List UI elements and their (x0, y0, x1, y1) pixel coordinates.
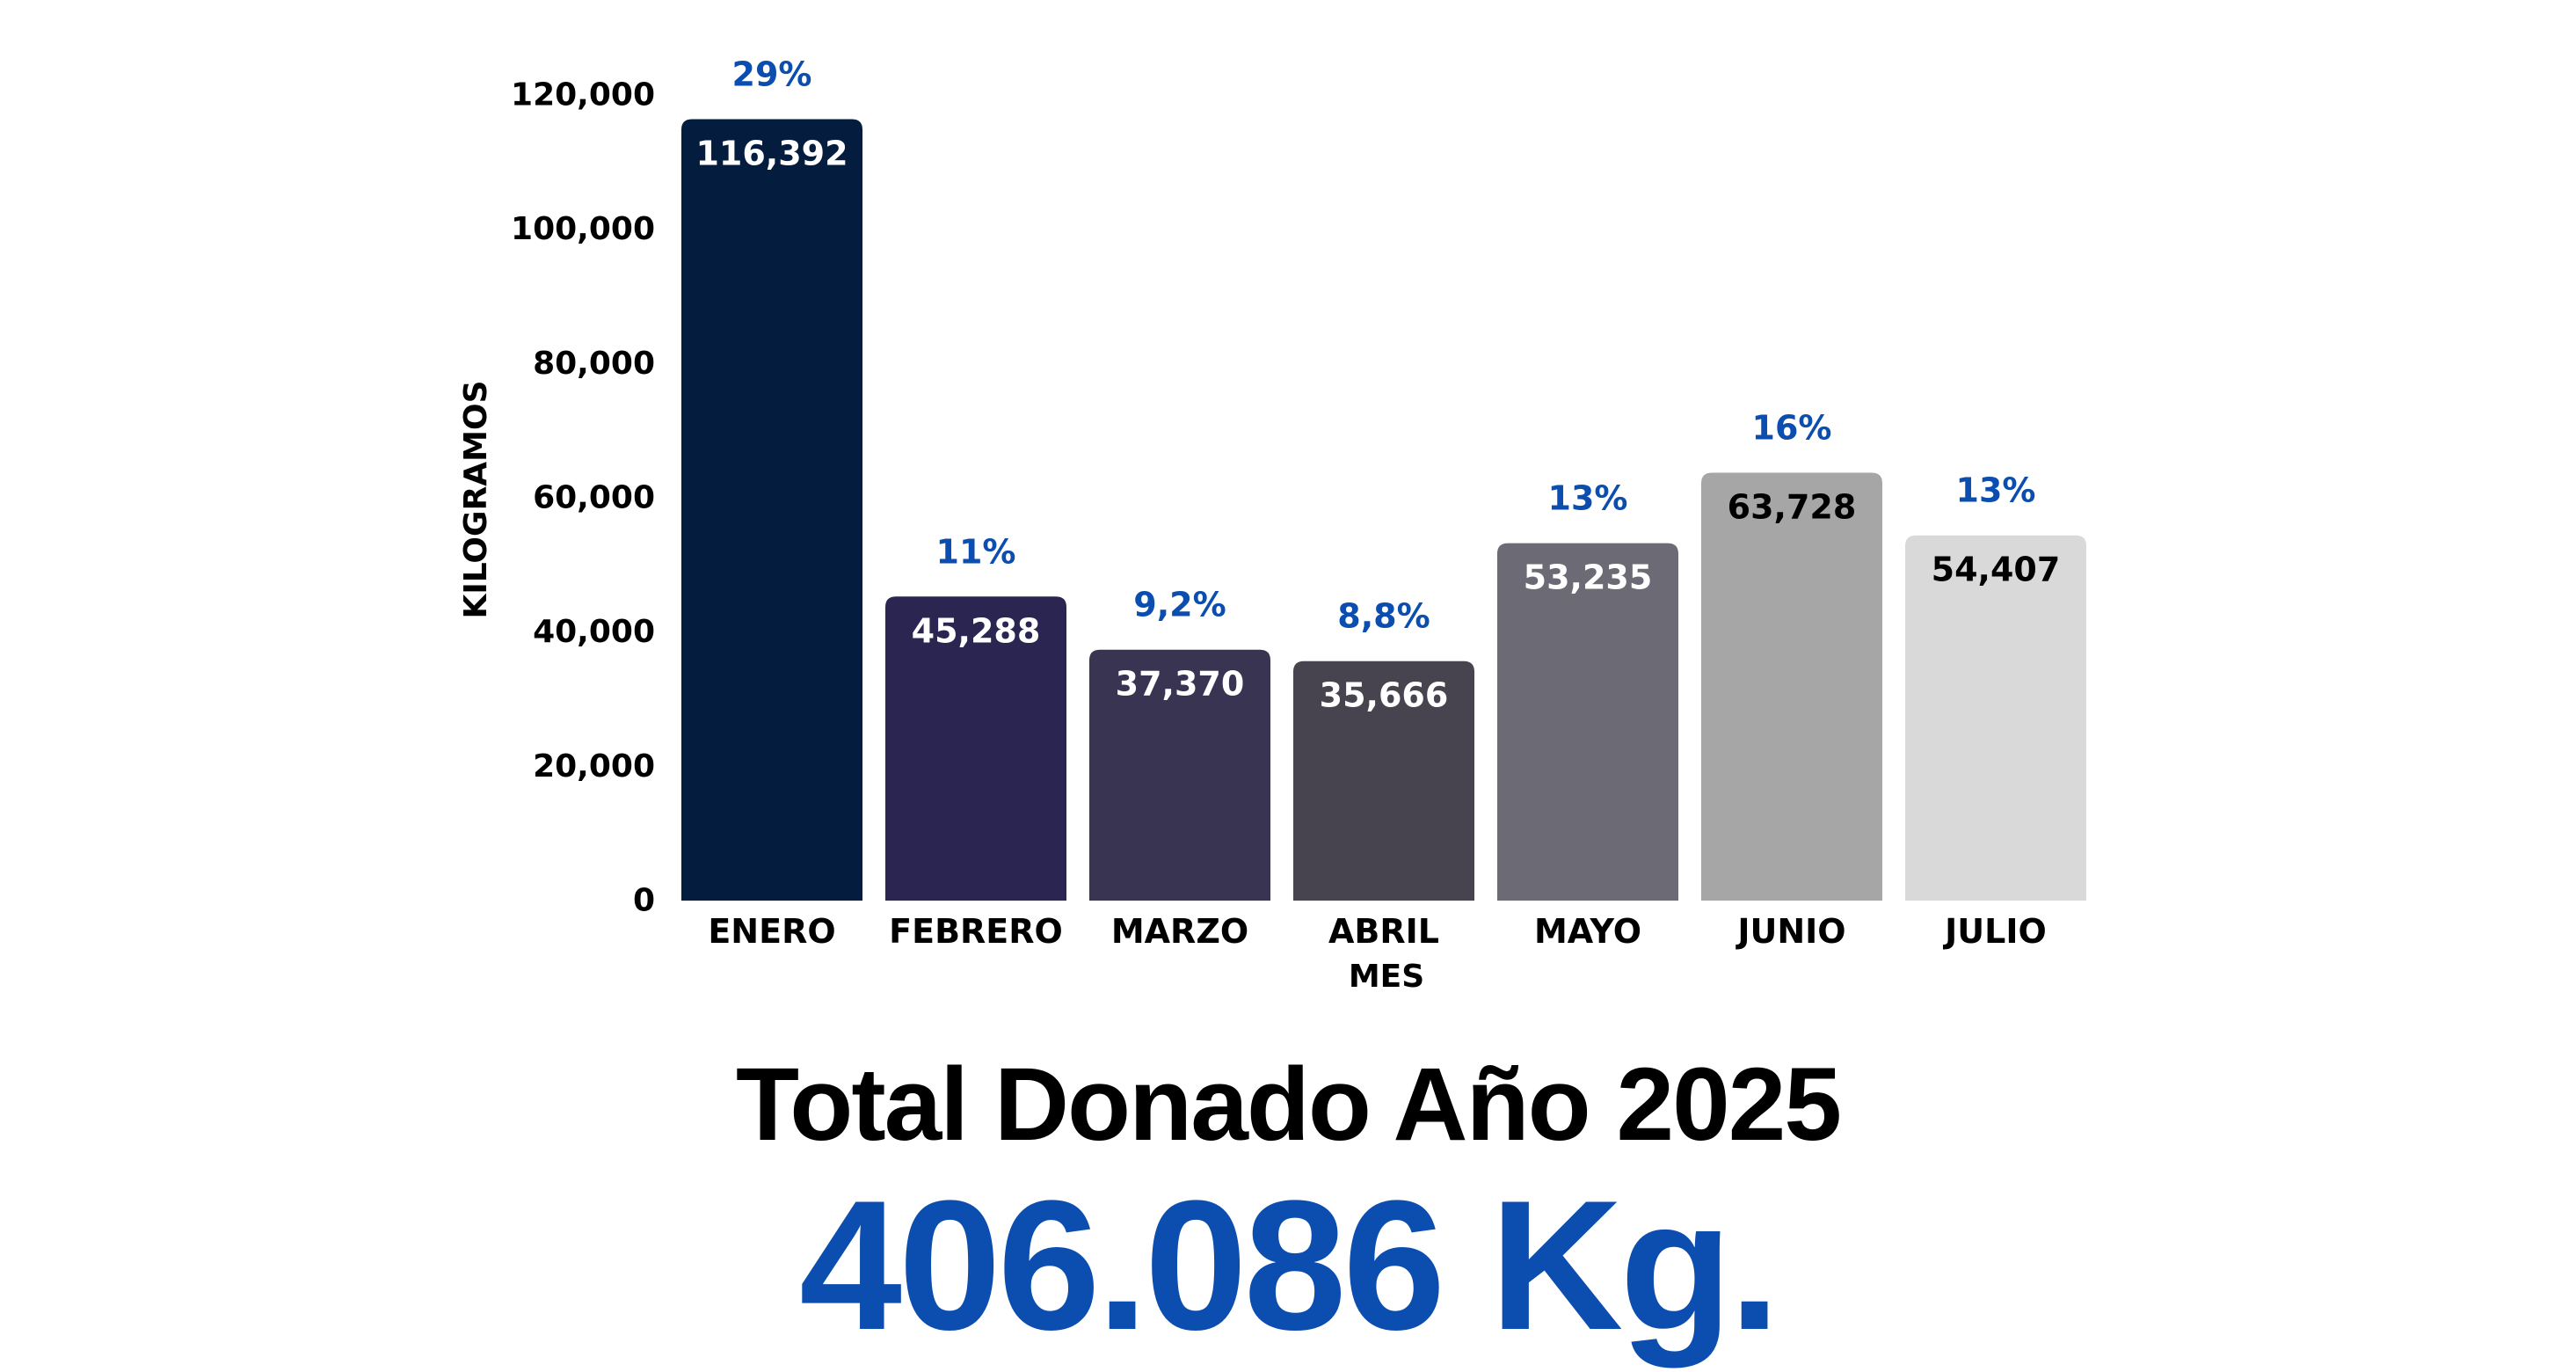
bar-percent-label: 13% (1956, 471, 2036, 510)
x-axis-title: MES (1349, 959, 1424, 995)
x-axis-categories: ENERO FEBRERO MARZO ABRIL MAYO JUNIO JULIO (708, 912, 2046, 951)
bar-value-label: 45,288 (912, 611, 1041, 650)
bar-marzo (1089, 649, 1270, 901)
bar-percent-label: 9,2% (1133, 586, 1226, 624)
x-tick-label: FEBRERO (889, 912, 1063, 951)
bar-value-label: 37,370 (1116, 665, 1245, 704)
y-tick-label: 60,000 (533, 480, 655, 516)
bar-value-label: 53,235 (1524, 558, 1653, 597)
bar-value-label: 63,728 (1728, 488, 1857, 527)
bar-mayo (1497, 543, 1678, 901)
bar-percent-label: 11% (936, 532, 1016, 571)
x-tick-label: ABRIL (1328, 912, 1439, 951)
y-tick-label: 0 (633, 883, 655, 919)
y-axis-title: KILOGRAMOS (458, 380, 494, 618)
x-tick-label: JULIO (1942, 912, 2047, 951)
bar-value-label: 54,407 (1932, 551, 2061, 589)
bars (681, 119, 2086, 901)
bar-percent-label: 13% (1548, 479, 1628, 518)
summary-title: Total Donado Año 2025 (735, 1047, 1842, 1163)
y-tick-label: 120,000 (511, 77, 655, 113)
x-tick-label: ENERO (708, 912, 835, 951)
x-tick-label: MARZO (1111, 912, 1248, 951)
bar-value-label: 116,392 (695, 135, 848, 173)
y-tick-label: 20,000 (533, 748, 655, 785)
y-tick-label: 80,000 (533, 346, 655, 382)
bar-enero (681, 119, 862, 901)
bar-febrero (885, 596, 1066, 901)
summary-total: 406.086 Kg. (799, 1162, 1780, 1368)
y-tick-label: 40,000 (533, 614, 655, 650)
x-tick-label: JUNIO (1735, 912, 1845, 951)
bar-percent-labels: 29% 11% 9,2% 8,8% 13% 16% 13% (732, 55, 2036, 636)
bar-value-label: 35,666 (1320, 676, 1449, 715)
bar-abril (1293, 660, 1474, 901)
bar-percent-label: 29% (732, 55, 812, 94)
bar-percent-label: 16% (1752, 409, 1832, 448)
bar-value-labels: 116,392 45,288 37,370 35,666 53,235 63,728 54,… (695, 135, 2060, 715)
bar-julio (1905, 535, 2086, 901)
x-tick-label: MAYO (1534, 912, 1641, 951)
bar-junio (1701, 472, 1882, 901)
y-axis-ticks: 0 20,000 40,000 60,000 80,000 100,000 120,000 (511, 77, 655, 919)
y-tick-label: 100,000 (511, 211, 655, 247)
bar-percent-label: 8,8% (1337, 597, 1430, 636)
bar-chart: 020,00040,00060,00080,000100,000120,000 … (458, 55, 2086, 995)
